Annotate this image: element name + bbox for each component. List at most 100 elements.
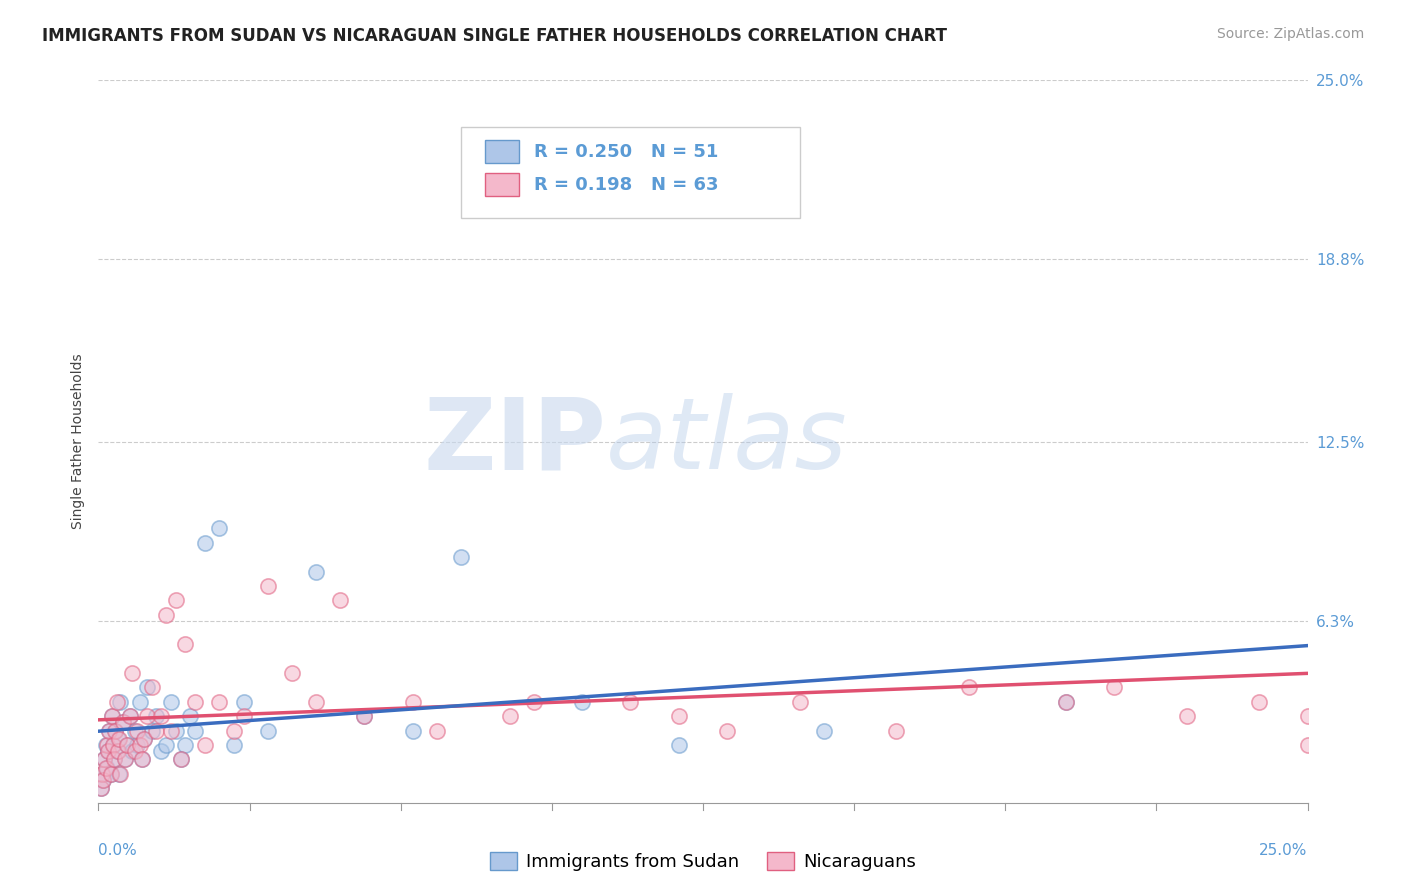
Point: [155, 738, 177, 752]
Point: [498, 709, 520, 723]
Point: [1249, 695, 1271, 709]
Point: [256, 723, 278, 738]
Point: [789, 695, 811, 709]
Point: [101, 709, 124, 723]
Point: [91, 767, 114, 781]
Point: [98, 723, 121, 738]
Point: [668, 738, 690, 752]
Point: [1054, 695, 1077, 709]
Bar: [485, 173, 519, 196]
Point: [94, 738, 117, 752]
Point: [668, 709, 690, 723]
Point: [160, 723, 183, 738]
Point: [103, 752, 125, 766]
Point: [93, 752, 115, 766]
Text: 0.0%: 0.0%: [98, 843, 138, 857]
Point: [131, 752, 153, 766]
Point: [305, 565, 328, 579]
Point: [957, 680, 980, 694]
Point: [184, 695, 207, 709]
Text: atlas: atlas: [606, 393, 848, 490]
Point: [169, 752, 191, 766]
Point: [1296, 738, 1319, 752]
Point: [141, 680, 163, 694]
Point: [145, 723, 167, 738]
Point: [716, 723, 738, 738]
Point: [90, 781, 112, 796]
Point: [114, 752, 136, 766]
Point: [100, 767, 122, 781]
Point: [450, 550, 472, 565]
Point: [813, 723, 835, 738]
Point: [97, 744, 120, 758]
Point: [232, 695, 254, 709]
Point: [571, 695, 593, 709]
Point: [135, 680, 157, 694]
Point: [1175, 709, 1198, 723]
Point: [105, 744, 128, 758]
Point: [107, 732, 129, 747]
Point: [107, 732, 129, 747]
Point: [523, 695, 546, 709]
Point: [111, 714, 134, 729]
Point: [305, 695, 328, 709]
Point: [121, 665, 143, 680]
Point: [179, 709, 201, 723]
Point: [121, 744, 143, 758]
Bar: [485, 140, 519, 163]
Point: [114, 752, 136, 766]
Point: [91, 767, 114, 781]
Point: [103, 752, 125, 766]
Point: [128, 738, 150, 752]
Point: [194, 535, 217, 549]
Point: [108, 767, 131, 781]
Point: [96, 738, 118, 752]
Y-axis label: Single Father Households: Single Father Households: [70, 354, 84, 529]
Point: [222, 723, 245, 738]
Point: [1296, 709, 1319, 723]
Point: [165, 593, 187, 607]
Point: [174, 637, 197, 651]
Text: R = 0.198   N = 63: R = 0.198 N = 63: [534, 176, 718, 194]
Point: [118, 709, 141, 723]
Point: [174, 738, 197, 752]
Point: [134, 732, 156, 747]
Point: [886, 723, 908, 738]
Point: [91, 772, 114, 787]
Point: [150, 744, 173, 758]
Point: [101, 738, 124, 752]
Point: [118, 709, 141, 723]
Point: [105, 695, 128, 709]
Point: [222, 738, 245, 752]
Point: [124, 723, 146, 738]
Point: [131, 752, 153, 766]
Point: [134, 732, 156, 747]
Point: [124, 744, 146, 758]
Point: [141, 723, 163, 738]
Point: [117, 738, 139, 752]
Point: [232, 709, 254, 723]
Point: [145, 709, 167, 723]
Point: [98, 723, 121, 738]
Point: [194, 738, 217, 752]
Point: [329, 593, 352, 607]
Point: [108, 695, 131, 709]
Point: [571, 160, 593, 174]
Point: [402, 695, 425, 709]
Point: [96, 761, 118, 775]
Point: [97, 744, 120, 758]
Point: [128, 695, 150, 709]
Point: [107, 767, 129, 781]
Text: ZIP: ZIP: [423, 393, 606, 490]
Point: [208, 695, 231, 709]
Point: [169, 752, 191, 766]
Point: [256, 579, 278, 593]
Point: [426, 723, 449, 738]
Point: [101, 738, 124, 752]
Point: [135, 709, 157, 723]
Point: [117, 738, 139, 752]
Point: [402, 723, 425, 738]
Point: [155, 607, 177, 622]
Point: [1102, 680, 1125, 694]
Point: [127, 723, 149, 738]
